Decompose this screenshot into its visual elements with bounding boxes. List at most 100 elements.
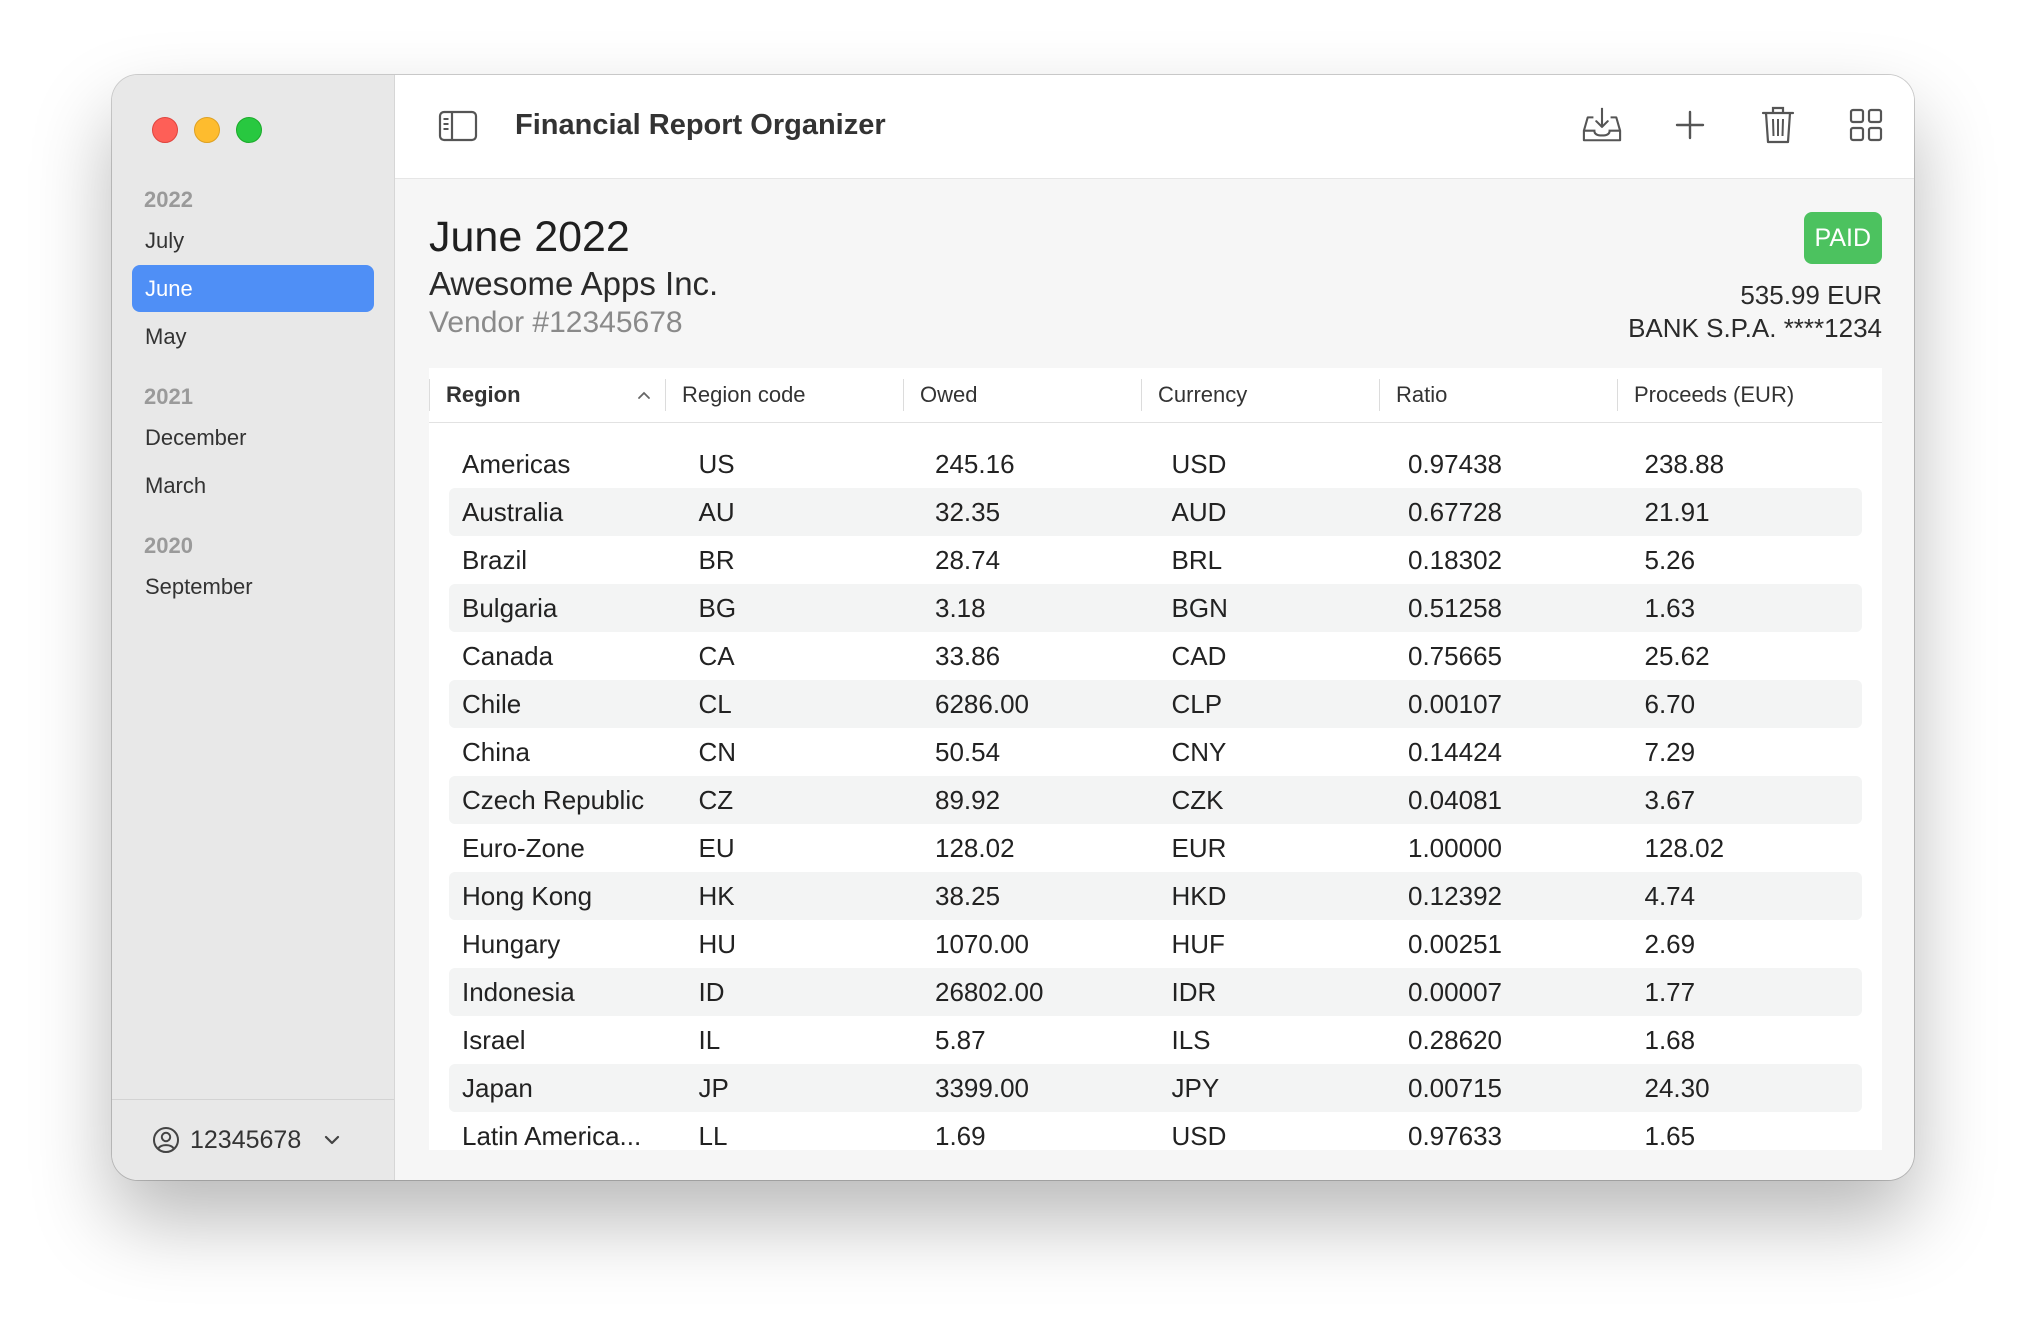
currency-cell: ILS <box>1171 1025 1211 1055</box>
sidebar-year-heading: 2022 <box>144 187 193 212</box>
sidebar-item-june[interactable]: June <box>132 265 374 312</box>
column-header-ratio[interactable]: Ratio <box>1379 379 1617 411</box>
table-row[interactable]: Japan JP 3399.00 JPY 0.00715 24.30 <box>449 1064 1862 1112</box>
sidebar-group: 2021 December March <box>132 380 374 509</box>
proceeds-cell: 238.88 <box>1644 449 1725 479</box>
column-header-label: Proceeds (EUR) <box>1634 382 1795 407</box>
sidebar-group: 2022 July June May <box>132 183 374 360</box>
table-header: Region Region code Owed Currency Ratio Procee… <box>429 368 1882 423</box>
column-header-owed[interactable]: Owed <box>903 379 1141 411</box>
region-code-cell: HK <box>698 881 735 911</box>
region-code-cell: LL <box>698 1121 728 1150</box>
sidebar-item-december[interactable]: December <box>145 425 247 450</box>
proceeds-cell: 24.30 <box>1644 1073 1710 1103</box>
column-header-currency[interactable]: Currency <box>1141 379 1379 411</box>
table-row[interactable]: Bulgaria BG 3.18 BGN 0.51258 1.63 <box>449 584 1862 632</box>
table-row[interactable]: Australia AU 32.35 AUD 0.67728 21.91 <box>449 488 1862 536</box>
currency-cell: HKD <box>1171 881 1227 911</box>
currency-cell: JPY <box>1171 1073 1220 1103</box>
plus-icon <box>1675 110 1705 140</box>
region-cell: China <box>462 737 530 767</box>
region-cell: Hungary <box>462 929 561 959</box>
table-row[interactable]: Czech Republic CZ 89.92 CZK 0.04081 3.67 <box>449 776 1862 824</box>
proceeds-cell: 2.69 <box>1644 929 1696 959</box>
region-code-cell: IL <box>698 1025 721 1055</box>
vendor-name: Awesome Apps Inc. <box>429 265 719 302</box>
vendor-number: Vendor #12345678 <box>429 306 683 339</box>
region-cell: Euro-Zone <box>462 833 585 863</box>
minimize-window-button[interactable] <box>194 117 220 143</box>
ratio-cell: 0.67728 <box>1408 497 1502 527</box>
column-header-proceeds-eur[interactable]: Proceeds (EUR) <box>1617 379 1857 411</box>
ratio-cell: 0.00107 <box>1408 689 1502 719</box>
account-selector[interactable]: 12345678 <box>112 1099 394 1180</box>
report-header: June 2022 Awesome Apps Inc. Vendor #1234… <box>395 179 1914 369</box>
owed-cell: 3399.00 <box>935 1073 1029 1103</box>
table-row[interactable]: Israel IL 5.87 ILS 0.28620 1.68 <box>449 1016 1862 1064</box>
table-row[interactable]: Euro-Zone EU 128.02 EUR 1.00000 128.02 <box>449 824 1862 872</box>
table-row[interactable]: Americas US 245.16 USD 0.97438 238.88 <box>449 440 1862 488</box>
region-code-cell: HU <box>698 929 737 959</box>
sidebar-item-may[interactable]: May <box>145 324 187 349</box>
proceeds-cell: 1.77 <box>1644 977 1696 1007</box>
proceeds-cell: 21.91 <box>1644 497 1710 527</box>
column-header-label: Ratio <box>1396 382 1448 407</box>
owed-cell: 1.69 <box>935 1121 986 1150</box>
owed-cell: 28.74 <box>935 545 1001 575</box>
proceeds-cell: 6.70 <box>1644 689 1696 719</box>
region-code-cell: CA <box>698 641 735 671</box>
ratio-cell: 0.75665 <box>1408 641 1502 671</box>
sidebar-group: 2020 September <box>132 529 374 610</box>
region-cell: Hong Kong <box>462 881 593 911</box>
column-header-label: Owed <box>920 382 978 407</box>
region-code-cell: EU <box>698 833 735 863</box>
proceeds-table: Region Region code Owed Currency Ratio Procee… <box>429 368 1882 1150</box>
ratio-cell: 0.51258 <box>1408 593 1502 623</box>
table-row[interactable]: Hong Kong HK 38.25 HKD 0.12392 4.74 <box>449 872 1862 920</box>
table-row[interactable]: Canada CA 33.86 CAD 0.75665 25.62 <box>449 632 1862 680</box>
owed-cell: 5.87 <box>935 1025 986 1055</box>
sidebar-toggle-icon <box>438 110 478 142</box>
table-row[interactable]: Chile CL 6286.00 CLP 0.00107 6.70 <box>449 680 1862 728</box>
region-cell: Americas <box>462 449 571 479</box>
currency-cell: CNY <box>1171 737 1227 767</box>
toolbar-actions <box>1582 103 1886 147</box>
proceeds-cell: 1.63 <box>1644 593 1696 623</box>
owed-cell: 33.86 <box>935 641 1001 671</box>
column-header-region[interactable]: Region <box>429 379 665 411</box>
window-title: Financial Report Organizer <box>515 109 886 141</box>
zoom-window-button[interactable] <box>236 117 262 143</box>
owed-cell: 38.25 <box>935 881 1001 911</box>
sidebar-item-september[interactable]: September <box>145 574 253 599</box>
table-row[interactable]: Brazil BR 28.74 BRL 0.18302 5.26 <box>449 536 1862 584</box>
region-code-cell: BG <box>698 593 737 623</box>
region-cell: Brazil <box>462 545 528 575</box>
owed-cell: 3.18 <box>935 593 986 623</box>
ratio-cell: 0.14424 <box>1408 737 1502 767</box>
column-header-region-code[interactable]: Region code <box>665 379 903 411</box>
owed-cell: 128.02 <box>935 833 1015 863</box>
window-controls <box>152 117 262 143</box>
proceeds-cell: 5.26 <box>1644 545 1696 575</box>
table-row[interactable]: China CN 50.54 CNY 0.14424 7.29 <box>449 728 1862 776</box>
toggle-sidebar-button[interactable] <box>438 109 478 143</box>
ratio-cell: 1.00000 <box>1408 833 1502 863</box>
region-cell: Chile <box>462 689 522 719</box>
table-row[interactable]: Indonesia ID 26802.00 IDR 0.00007 1.77 <box>449 968 1862 1016</box>
delete-report-button[interactable] <box>1758 103 1798 147</box>
region-cell: Bulgaria <box>462 593 558 623</box>
table-row[interactable]: Hungary HU 1070.00 HUF 0.00251 2.69 <box>449 920 1862 968</box>
add-report-button[interactable] <box>1670 103 1710 147</box>
grid-view-button[interactable] <box>1846 103 1886 147</box>
table-row[interactable]: Latin America... LL 1.69 USD 0.97633 1.65 <box>449 1112 1862 1150</box>
import-button[interactable] <box>1582 103 1622 147</box>
currency-cell: BGN <box>1171 593 1228 623</box>
region-code-cell: ID <box>698 977 725 1007</box>
currency-cell: HUF <box>1171 929 1225 959</box>
column-header-label: Region code <box>682 382 806 407</box>
sidebar-item-july[interactable]: July <box>145 228 185 253</box>
currency-cell: IDR <box>1171 977 1217 1007</box>
sidebar-item-march[interactable]: March <box>145 473 207 498</box>
bank-account: BANK S.P.A. ****1234 <box>1628 313 1882 343</box>
close-window-button[interactable] <box>152 117 178 143</box>
